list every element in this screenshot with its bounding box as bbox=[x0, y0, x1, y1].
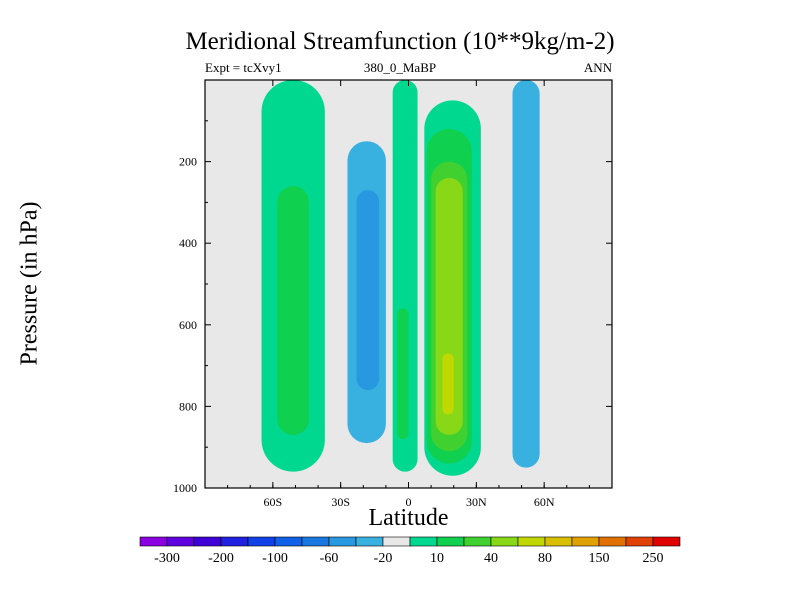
colorbar-label: 150 bbox=[589, 551, 610, 566]
colorbar-swatch bbox=[382, 536, 411, 547]
colorbar-swatch bbox=[598, 536, 627, 547]
colorbar-label: -20 bbox=[374, 551, 393, 566]
experiment-label: Expt = tcXvy1 bbox=[205, 60, 282, 75]
y-tick-label: 1000 bbox=[173, 481, 197, 495]
chart-title: Meridional Streamfunction (10**9kg/m-2) bbox=[185, 28, 615, 55]
x-tick-label: 60N bbox=[534, 495, 555, 509]
period-label: 380_0_MaBP bbox=[363, 60, 437, 75]
x-tick-label: 60S bbox=[263, 495, 282, 509]
colorbar-swatch bbox=[301, 536, 330, 547]
colorbar-swatch bbox=[544, 536, 573, 547]
contour-region-7 bbox=[397, 308, 409, 440]
y-tick-label: 400 bbox=[179, 236, 197, 250]
colorbar-label: 40 bbox=[484, 551, 498, 566]
colorbar-swatch bbox=[193, 536, 222, 547]
colorbar-swatch bbox=[490, 536, 519, 547]
colorbar-label: -200 bbox=[208, 551, 234, 566]
colorbar-swatch bbox=[355, 536, 384, 547]
colorbar-swatch bbox=[652, 536, 681, 547]
colorbar-swatch bbox=[166, 536, 195, 547]
colorbar-label: -60 bbox=[320, 551, 339, 566]
colorbar-swatch bbox=[328, 536, 357, 547]
colorbar-label: 80 bbox=[538, 551, 552, 566]
colorbar-label: 10 bbox=[430, 551, 444, 566]
season-label: ANN bbox=[583, 60, 612, 75]
colorbar-swatch bbox=[139, 536, 168, 547]
colorbar-label: -100 bbox=[262, 551, 288, 566]
colorbar-swatch bbox=[274, 536, 303, 547]
colorbar-swatch bbox=[436, 536, 465, 547]
contour-region-12 bbox=[442, 353, 454, 415]
colorbar-label: 250 bbox=[643, 551, 664, 566]
colorbar-swatch bbox=[463, 536, 492, 547]
y-tick-label: 600 bbox=[179, 318, 197, 332]
contour-region-2 bbox=[277, 186, 310, 435]
colorbar-swatch bbox=[625, 536, 654, 547]
contour-region-14 bbox=[512, 80, 540, 468]
x-tick-label: 30S bbox=[331, 495, 350, 509]
x-axis-label: Latitude bbox=[368, 505, 449, 531]
x-tick-label: 0 bbox=[406, 495, 412, 509]
colorbar-swatch bbox=[247, 536, 276, 547]
x-tick-label: 30N bbox=[466, 495, 487, 509]
contour-region-5 bbox=[356, 190, 380, 391]
colorbar-swatch bbox=[220, 536, 249, 547]
colorbar-swatch bbox=[517, 536, 546, 547]
y-tick-label: 800 bbox=[179, 399, 197, 413]
colorbar-swatch bbox=[571, 536, 600, 547]
y-tick-label: 200 bbox=[179, 155, 197, 169]
colorbar-label: -300 bbox=[154, 551, 180, 566]
colorbar-swatch bbox=[409, 536, 438, 547]
